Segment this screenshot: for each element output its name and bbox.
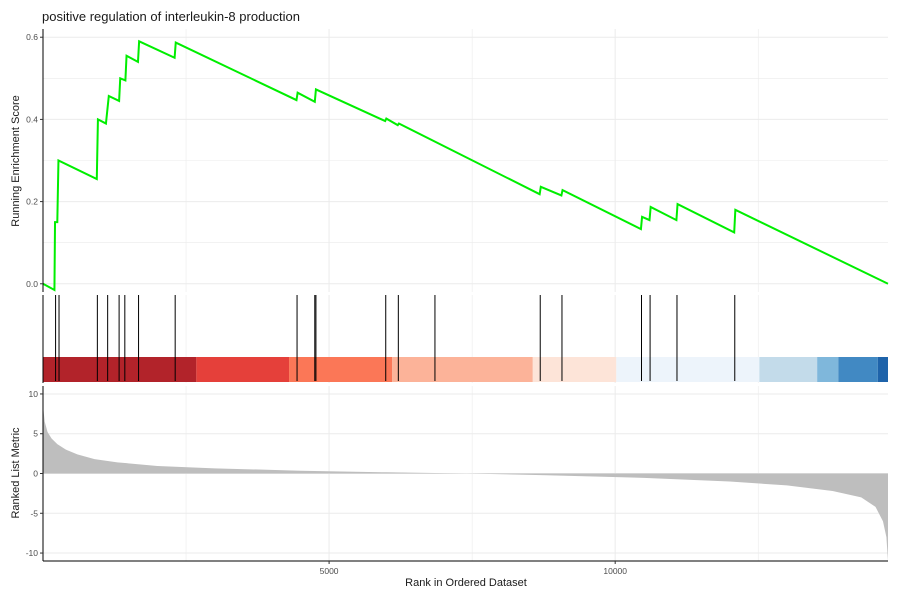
x-tick-label: 10000 <box>603 566 627 576</box>
es-y-axis-title: Running Enrichment Score <box>10 95 22 226</box>
rank-y-tick-label: -10 <box>26 548 39 558</box>
rank-band <box>838 357 878 382</box>
rank-band <box>289 357 393 382</box>
rank-band <box>817 357 839 382</box>
es-y-tick-label: 0.6 <box>26 32 38 42</box>
rank-y-tick-label: 5 <box>33 429 38 439</box>
tick-labels: 0.0 0.2 0.4 0.6 10 5 0 -5 -10 5000 10000 <box>26 32 628 576</box>
ranked-list-area <box>43 405 888 561</box>
x-tick-label: 5000 <box>320 566 339 576</box>
rank-band <box>196 357 290 382</box>
rank-band <box>392 357 533 382</box>
rank-band <box>532 357 617 382</box>
es-y-tick-label: 0.2 <box>26 197 38 207</box>
rank-band <box>877 357 888 382</box>
ranked-metric-area <box>43 405 888 561</box>
rank-band <box>616 357 760 382</box>
es-y-tick-label: 0.4 <box>26 114 38 124</box>
chart-title: positive regulation of interleukin-8 pro… <box>42 9 300 24</box>
es-y-tick-label: 0.0 <box>26 279 38 289</box>
rank-band <box>759 357 818 382</box>
rank-y-tick-label: 0 <box>33 469 38 479</box>
rank-y-axis-title: Ranked List Metric <box>10 427 22 519</box>
rank-y-tick-label: 10 <box>29 389 39 399</box>
running-score-line <box>42 39 889 292</box>
rank-band <box>43 357 197 382</box>
rank-color-bands <box>43 357 888 382</box>
rank-y-tick-label: -5 <box>30 508 38 518</box>
axes <box>40 29 888 564</box>
running-score-panel <box>42 39 889 292</box>
gene-hit-markers <box>55 295 736 381</box>
x-axis-title: Rank in Ordered Dataset <box>405 577 527 589</box>
